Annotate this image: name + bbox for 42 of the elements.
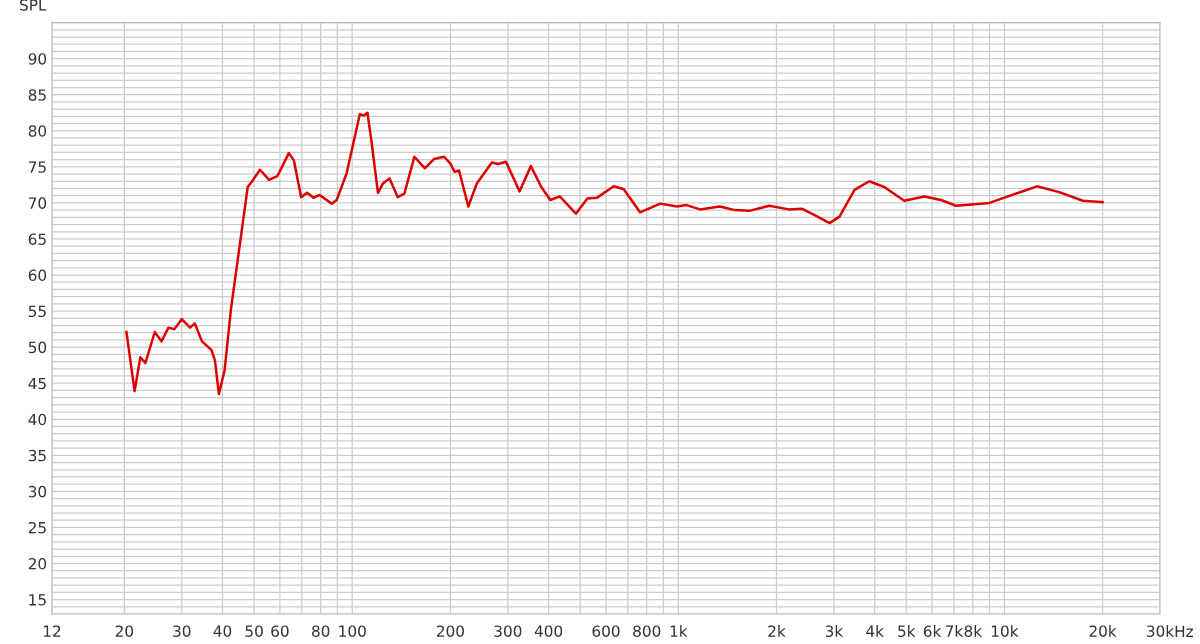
x-tick-label: 8k	[964, 625, 983, 637]
x-tick-label: 400	[534, 625, 563, 637]
y-tick-label: 40	[28, 413, 47, 426]
y-tick-label: 15	[29, 594, 46, 606]
x-tick-label: 30k	[1147, 625, 1175, 637]
x-tick-label: 2k	[768, 625, 786, 637]
y-tick-label: 80	[28, 125, 47, 137]
y-tick-label: 70	[28, 197, 47, 209]
y-tick-label: 20	[28, 557, 47, 570]
x-tick-label: 5k	[898, 625, 916, 637]
y-tick-label: 65	[28, 233, 46, 245]
x-tick-label: 800	[633, 625, 661, 637]
x-tick-label: 1k	[670, 625, 688, 637]
x-tick-label: 20	[115, 625, 134, 637]
x-tick-label: 300	[494, 625, 522, 637]
x-tick-label: 60	[271, 625, 289, 637]
y-tick-label: 85	[28, 89, 46, 101]
x-tick-label: 600	[592, 625, 620, 637]
x-tick-label: 30	[173, 625, 191, 637]
y-tick-label: 50	[28, 341, 47, 354]
x-tick-label: 4k	[866, 625, 884, 637]
x-tick-label: 10k	[991, 625, 1019, 637]
y-tick-label: 35	[28, 449, 46, 462]
x-tick-label: 40	[213, 625, 232, 637]
x-tick-label: 80	[311, 625, 330, 637]
x-tick-label: 100	[339, 625, 366, 637]
y-tick-label: 30	[28, 485, 47, 498]
x-tick-label: 12	[43, 625, 61, 637]
x-tick-label: 3k	[825, 625, 844, 637]
x-tick-label: 20k	[1089, 625, 1117, 637]
y-tick-label: 90	[28, 53, 47, 65]
x-tick-label: 200	[436, 625, 464, 637]
x-tick-label: 6k	[923, 625, 942, 637]
x-tick-label: 50	[245, 625, 263, 637]
y-tick-label: 60	[28, 269, 47, 282]
y-tick-label: 75	[28, 161, 46, 173]
y-tick-label: 45	[28, 377, 46, 390]
y-tick-label: 55	[28, 305, 46, 318]
y-tick-label: 25	[28, 521, 46, 534]
x-axis-title: Hz	[1175, 625, 1193, 637]
y-axis-title: SPL	[20, 0, 47, 11]
x-tick-label: 7k	[945, 625, 964, 637]
